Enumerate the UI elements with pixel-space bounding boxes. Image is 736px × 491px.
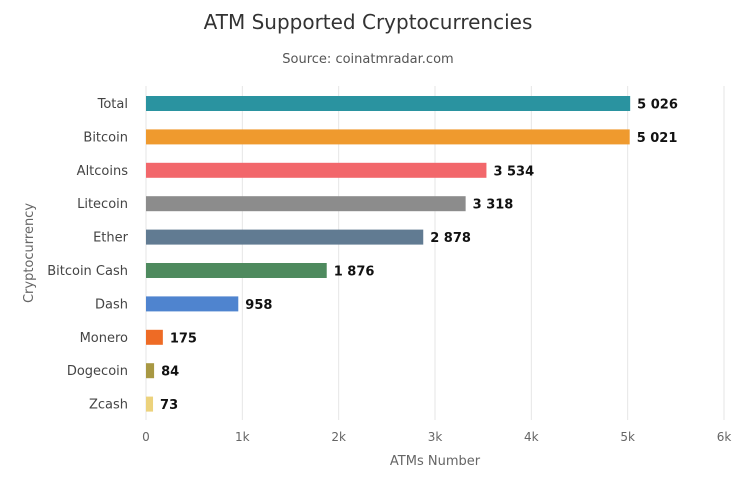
category-label: Altcoins <box>77 164 129 179</box>
bar[interactable] <box>146 162 487 178</box>
label-layer: 0 1k 2k 3k 4k 5k 6k Total 5 026 Bitcoin 5 021 Altco… <box>47 97 731 444</box>
category-label: Litecoin <box>77 197 128 212</box>
chart-title: ATM Supported Cryptocurrencies <box>204 10 533 34</box>
data-label: 3 318 <box>473 198 514 213</box>
data-label: 3 534 <box>493 164 534 179</box>
data-label: 2 878 <box>430 231 471 246</box>
data-label: 5 021 <box>637 131 678 146</box>
data-label: 175 <box>170 331 197 346</box>
data-label: 5 026 <box>637 98 678 113</box>
y-axis-title: Cryptocurrency <box>22 203 37 303</box>
data-label: 73 <box>160 398 178 413</box>
data-label: 84 <box>161 365 179 380</box>
x-axis-title: ATMs Number <box>390 454 481 469</box>
x-tick-label: 6k <box>717 430 732 444</box>
bar[interactable] <box>146 96 631 111</box>
x-tick-label: 3k <box>428 430 443 444</box>
bar[interactable] <box>146 129 630 145</box>
x-tick-label: 1k <box>235 430 250 444</box>
bar[interactable] <box>146 229 424 245</box>
bar[interactable] <box>146 363 155 379</box>
category-label: Monero <box>80 331 128 346</box>
bar-layer <box>146 96 631 412</box>
x-tick-label: 2k <box>331 430 346 444</box>
bar[interactable] <box>146 263 327 278</box>
category-label: Total <box>97 97 128 112</box>
category-label: Bitcoin Cash <box>47 264 128 279</box>
category-label: Bitcoin <box>83 130 128 145</box>
x-tick-label: 5k <box>620 430 635 444</box>
data-label: 958 <box>245 298 272 313</box>
category-label: Ether <box>93 231 129 246</box>
x-tick-label: 0 <box>142 430 150 444</box>
chart-subtitle: Source: coinatmradar.com <box>282 52 453 67</box>
data-label: 1 876 <box>334 265 375 280</box>
category-label: Dash <box>95 297 128 312</box>
bar[interactable] <box>146 396 154 412</box>
x-tick-label: 4k <box>524 430 539 444</box>
category-label: Dogecoin <box>67 364 128 379</box>
category-label: Zcash <box>89 398 128 413</box>
bar[interactable] <box>146 196 466 212</box>
bar[interactable] <box>146 329 163 345</box>
bar[interactable] <box>146 296 239 312</box>
